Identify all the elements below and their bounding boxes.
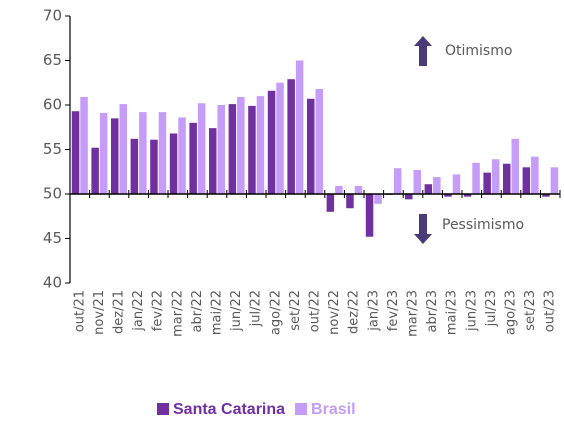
legend-label: Santa Catarina	[173, 401, 285, 418]
bar	[405, 194, 413, 200]
bar	[71, 111, 80, 194]
y-tick-label: 45	[43, 229, 62, 247]
x-tick-label: out/23	[543, 290, 558, 332]
x-tick-label: jun/22	[229, 290, 244, 332]
x-tick-label: jun/23	[464, 290, 479, 332]
x-tick-label: fev/22	[151, 290, 166, 331]
bar	[393, 168, 402, 194]
bar	[169, 133, 178, 194]
y-tick-label: 65	[43, 51, 62, 69]
y-tick-label: 60	[43, 96, 62, 114]
bar	[365, 194, 374, 237]
x-tick-label: mar/23	[406, 290, 421, 337]
bar	[491, 159, 500, 194]
x-tick-label: set/22	[288, 290, 303, 331]
bar	[91, 147, 99, 194]
annotation: Pessimismo	[442, 217, 524, 233]
legend-swatch	[295, 403, 308, 415]
bar	[346, 194, 354, 209]
x-tick-label: fev/23	[386, 290, 401, 331]
bar	[444, 194, 452, 197]
x-tick-label: mai/22	[210, 290, 225, 335]
bar	[503, 163, 511, 194]
bar	[433, 177, 441, 194]
bar	[197, 103, 206, 194]
x-tick-label: jan/23	[366, 290, 381, 332]
x-tick-label: nov/22	[327, 290, 342, 335]
bar	[307, 98, 315, 194]
bar	[326, 194, 335, 212]
bar	[209, 128, 217, 194]
x-tick-label: nov/21	[92, 290, 107, 335]
x-tick-label: jul/22	[249, 290, 264, 327]
y-tick-label: 50	[43, 185, 62, 203]
bar	[315, 88, 323, 194]
bar	[178, 117, 186, 194]
bar	[452, 174, 461, 194]
bar	[158, 112, 167, 194]
bar	[531, 156, 539, 194]
bar	[267, 90, 276, 194]
legend-swatch	[157, 403, 169, 415]
bar	[511, 138, 519, 194]
bar	[354, 185, 363, 194]
bar	[424, 184, 433, 194]
annotation: Otimismo	[445, 43, 512, 59]
y-tick-label: 70	[43, 7, 62, 25]
bar	[276, 82, 284, 194]
bar	[111, 118, 119, 194]
arrow-down	[414, 214, 432, 244]
bar	[119, 104, 127, 194]
bar	[150, 139, 158, 194]
bar	[139, 112, 147, 194]
bar	[228, 104, 237, 194]
bar	[189, 122, 197, 194]
x-tick-label: ago/22	[268, 290, 283, 335]
x-tick-label: set/23	[523, 290, 538, 331]
bar	[99, 113, 108, 194]
x-tick-label: abr/22	[190, 290, 205, 333]
bar	[463, 194, 472, 197]
bar	[472, 162, 480, 194]
x-tick-label: jul/23	[484, 290, 499, 327]
bar	[483, 172, 491, 194]
bar	[130, 138, 139, 194]
bar	[335, 185, 343, 194]
bar	[287, 79, 295, 194]
bar	[217, 105, 225, 194]
arrow-up	[414, 36, 432, 66]
bar	[522, 167, 531, 194]
x-tick-label: dez/22	[347, 290, 362, 334]
legend-label: Brasil	[311, 401, 355, 418]
x-tick-label: out/22	[308, 290, 323, 332]
x-tick-label: mai/23	[445, 290, 460, 335]
x-tick-label: out/21	[72, 290, 87, 332]
x-tick-label: abr/23	[425, 290, 440, 333]
bar	[550, 167, 559, 194]
bar	[248, 105, 256, 194]
bar	[374, 194, 382, 204]
bar	[413, 169, 421, 194]
bar	[256, 96, 265, 194]
bar	[295, 60, 304, 194]
x-tick-label: ago/23	[504, 290, 519, 335]
bar	[542, 194, 550, 197]
y-tick-label: 55	[43, 140, 62, 158]
bar	[80, 96, 88, 194]
x-tick-label: jan/22	[131, 290, 146, 332]
bar	[237, 96, 245, 194]
x-tick-label: mar/22	[170, 290, 185, 337]
x-tick-label: dez/21	[112, 290, 127, 334]
y-tick-label: 40	[43, 274, 62, 292]
